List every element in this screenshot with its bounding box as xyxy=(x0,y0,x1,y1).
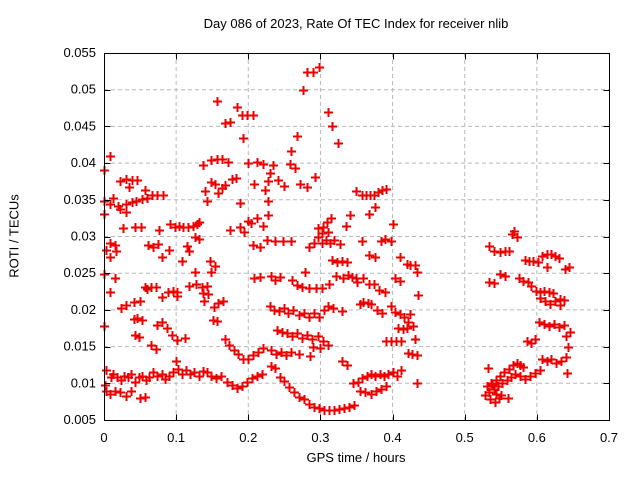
svg-text:0.055: 0.055 xyxy=(63,45,96,60)
svg-text:0.3: 0.3 xyxy=(311,430,329,445)
axes xyxy=(104,53,610,421)
svg-text:0.4: 0.4 xyxy=(384,430,402,445)
grid-lines xyxy=(104,53,609,420)
svg-text:0.04: 0.04 xyxy=(71,155,96,170)
tick-labels: 0 0.1 0.2 0.3 0.4 0.5 0.6 0.7 0.005 0.01 0.015 0.02… xyxy=(63,45,618,445)
svg-text:0.02: 0.02 xyxy=(71,302,96,317)
svg-text:0.2: 0.2 xyxy=(239,430,257,445)
x-axis-label: GPS time / hours xyxy=(306,450,406,465)
svg-text:0.01: 0.01 xyxy=(71,375,96,390)
svg-text:0.7: 0.7 xyxy=(600,430,618,445)
chart-title: Day 086 of 2023, Rate Of TEC Index for r… xyxy=(203,16,509,31)
svg-text:0.045: 0.045 xyxy=(63,118,96,133)
svg-text:0.025: 0.025 xyxy=(63,265,96,280)
svg-text:0: 0 xyxy=(100,430,107,445)
svg-text:0.005: 0.005 xyxy=(63,412,96,427)
svg-text:0.015: 0.015 xyxy=(63,339,96,354)
data-points xyxy=(100,63,575,415)
svg-text:0.6: 0.6 xyxy=(528,430,546,445)
svg-text:0.05: 0.05 xyxy=(71,82,96,97)
svg-text:0.5: 0.5 xyxy=(456,430,474,445)
svg-text:0.035: 0.035 xyxy=(63,192,96,207)
svg-text:0.1: 0.1 xyxy=(167,430,185,445)
svg-text:0.03: 0.03 xyxy=(71,229,96,244)
